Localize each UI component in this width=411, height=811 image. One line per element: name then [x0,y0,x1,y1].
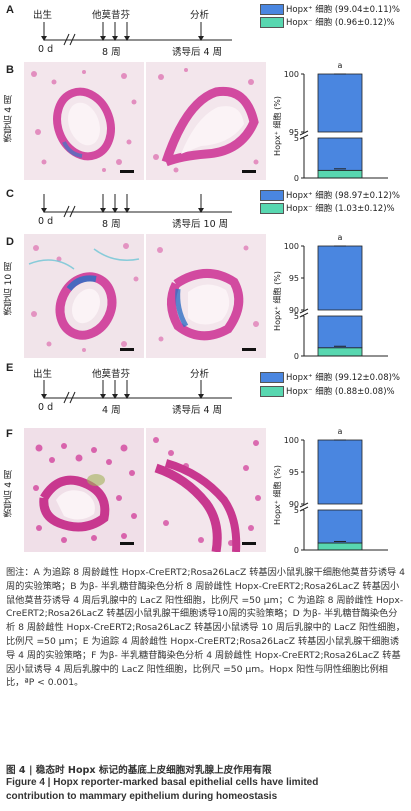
significance-label: a [338,233,343,242]
y-tick-label: 5 [294,312,299,321]
panel-letter-b: B [6,64,14,76]
end-label: 诱导后 4 周 [172,47,223,58]
y-axis-label: Hopx⁺ 细胞 (%) [272,96,282,156]
micrograph-b-right [146,62,266,180]
y-tick-label: 100 [284,70,299,79]
legend-swatch-positive [260,4,284,15]
side-label-f: 诱导后 4 周 [4,470,14,518]
legend-swatch-negative [260,17,284,28]
y-tick-label: 0 [294,174,299,183]
y-tick-label: 5 [294,134,299,143]
start-label: 0 d [38,216,54,227]
axis-break-mark [299,130,309,136]
axis-break-mark [299,502,309,508]
legend-swatch-negative [260,203,284,214]
start-label: 0 d [38,402,54,413]
panel-letter-a: A [6,4,14,16]
significance-label: a [338,61,343,70]
micrograph-f-right [146,428,266,552]
analysis-label: 分析 [190,10,210,21]
figure-title-cn: 图 4 | 稳态时 Hopx 标记的基底上皮细胞对乳腺上皮作用有限 [6,765,272,776]
mid-label: 4 周 [102,405,121,416]
micrograph-f-left-svg [24,428,144,552]
bar-negative [317,542,363,551]
legend-label-positive: Hopx⁺ 细胞 (99.04±0.11)% [286,5,400,15]
panel-letter-e: E [6,362,14,374]
bar-positive-lower [317,509,363,544]
bar-positive-upper [317,245,363,311]
micrograph-d-left-svg [24,234,144,358]
panel-letter-c: C [6,188,14,200]
y-axis-label: Hopx⁺ 细胞 (%) [272,465,282,525]
y-tick-label: 95 [289,274,299,283]
start-label: 0 d [38,44,54,55]
axis-break-mark [299,308,309,314]
micrograph-b-left [24,62,144,180]
side-label-b: 诱导后 4 周 [4,95,14,143]
y-tick-label: 100 [284,436,299,445]
bar-positive-lower [317,315,363,349]
birth-label: 出生 [33,369,53,380]
y-tick-label: 95 [289,128,299,137]
figure-title-en-line2: contribution to mammary epithelium durin… [6,791,278,802]
bar-positive-lower [317,137,363,171]
legend-label-negative: Hopx⁻ 细胞 (0.88±0.08)% [286,387,395,397]
y-tick-label: 100 [284,242,299,251]
analysis-label: 分析 [190,369,210,380]
timeline-a-svg [41,22,232,46]
y-tick-label: 0 [294,546,299,555]
micrograph-f-left [24,428,144,552]
legend-label-negative: Hopx⁻ 细胞 (1.03±0.12)% [286,204,395,214]
drug-label: 他莫昔芬 [92,10,131,21]
legend-swatch-negative [260,386,284,397]
legend-label-positive: Hopx⁺ 细胞 (98.97±0.12)% [286,191,400,201]
figure-title-en-line1: Figure 4 | Hopx reporter-marked basal ep… [6,777,319,788]
side-label-d: 诱导后 10 周 [4,262,14,316]
y-tick-label: 5 [294,506,299,515]
micrograph-d-left [24,234,144,358]
drug-label: 他莫昔芬 [92,369,131,380]
bar-negative [317,169,363,179]
end-label: 诱导后 10 周 [172,219,229,230]
bar-positive-upper [317,73,363,133]
mid-label: 8 周 [102,47,121,58]
y-tick-label: 95 [289,468,299,477]
legend-label-positive: Hopx⁺ 细胞 (99.12±0.08)% [286,373,400,383]
micrograph-d-right [146,234,266,358]
chart-f: 0 590 95 100 a Hopx⁺ 细胞 (%) [272,427,388,555]
legend-label-negative: Hopx⁻ 细胞 (0.96±0.12)% [286,18,395,28]
micrograph-f-right-svg [146,428,266,552]
panel-letter-d: D [6,236,14,248]
bar-negative [317,347,363,357]
micrograph-b-right-svg [146,62,266,180]
chart-b: 0 595 100 a Hopx⁺ 细胞 (%) [272,61,388,183]
figure-caption: 图注：A 为追踪 8 周龄雌性 Hopx-CreERT2;Rosa26LacZ … [6,567,405,689]
bar-positive-upper [317,439,363,505]
legend-swatch-positive [260,190,284,201]
y-tick-label: 0 [294,352,299,361]
micrograph-b-left-svg [24,62,144,180]
y-axis-label: Hopx⁺ 细胞 (%) [272,271,282,331]
chart-d: 0 590 95 100 a Hopx⁺ 细胞 (%) [272,233,388,361]
significance-label: a [338,427,343,436]
birth-label: 出生 [33,10,53,21]
micrograph-d-right-svg [146,234,266,358]
legend-swatch-positive [260,372,284,383]
timeline-c-svg [41,194,232,218]
y-tick-label: 90 [289,306,299,315]
mid-label: 8 周 [102,219,121,230]
end-label: 诱导后 4 周 [172,405,223,416]
timeline-e-svg [41,380,232,404]
y-tick-label: 90 [289,500,299,509]
panel-letter-f: F [6,428,13,440]
